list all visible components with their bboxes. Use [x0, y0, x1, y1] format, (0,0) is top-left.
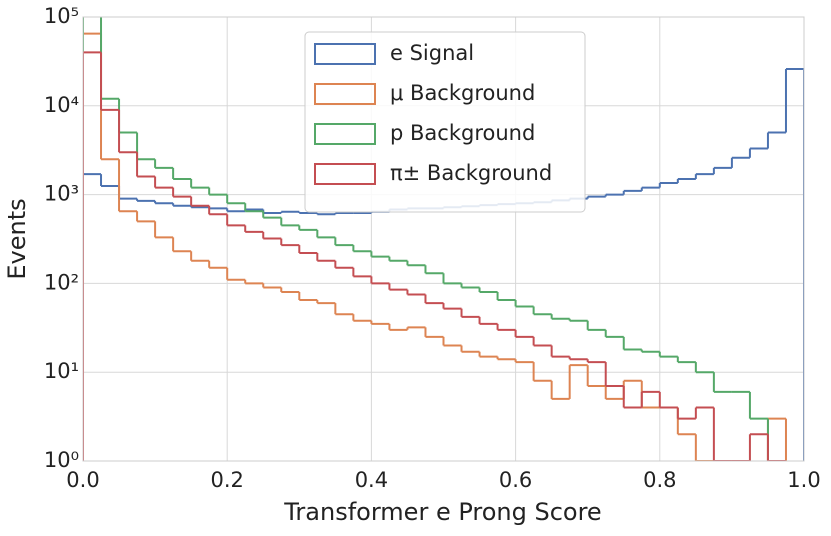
plot-frame	[82, 16, 805, 462]
y-tick-label: 10⁴	[44, 93, 79, 117]
y-tick-label: 10²	[44, 270, 79, 294]
y-axis-label: Events	[3, 198, 31, 279]
x-tick-label: 1.0	[787, 468, 820, 492]
y-tick-label: 10³	[44, 182, 79, 206]
legend-swatch	[314, 163, 376, 185]
x-tick-label: 0.2	[210, 468, 243, 492]
y-tick-label: 10⁵	[44, 4, 79, 28]
x-tick-label: 0.4	[355, 468, 388, 492]
axes: 0.0 0.2 0.4 0.6 0.8 1.0 10⁰ 10¹ 10² 10³ 10⁴ 10⁵ e Si…	[44, 4, 821, 492]
legend-label: μ Background	[390, 81, 535, 105]
y-tick-label: 10¹	[44, 359, 79, 383]
legend-label: π± Background	[390, 161, 552, 185]
x-tick-label: 0.8	[643, 468, 676, 492]
x-axis-label: Transformer e Prong Score	[283, 498, 601, 526]
legend-swatch	[314, 83, 376, 105]
legend-label: e Signal	[390, 41, 474, 65]
legend-label: p Background	[390, 121, 535, 145]
y-tick-label: 10⁰	[44, 448, 79, 472]
legend-swatch	[314, 123, 376, 145]
x-tick-label: 0.0	[66, 468, 99, 492]
legend-swatch	[314, 43, 376, 65]
x-tick-label: 0.6	[499, 468, 532, 492]
plot-area	[83, 17, 804, 461]
